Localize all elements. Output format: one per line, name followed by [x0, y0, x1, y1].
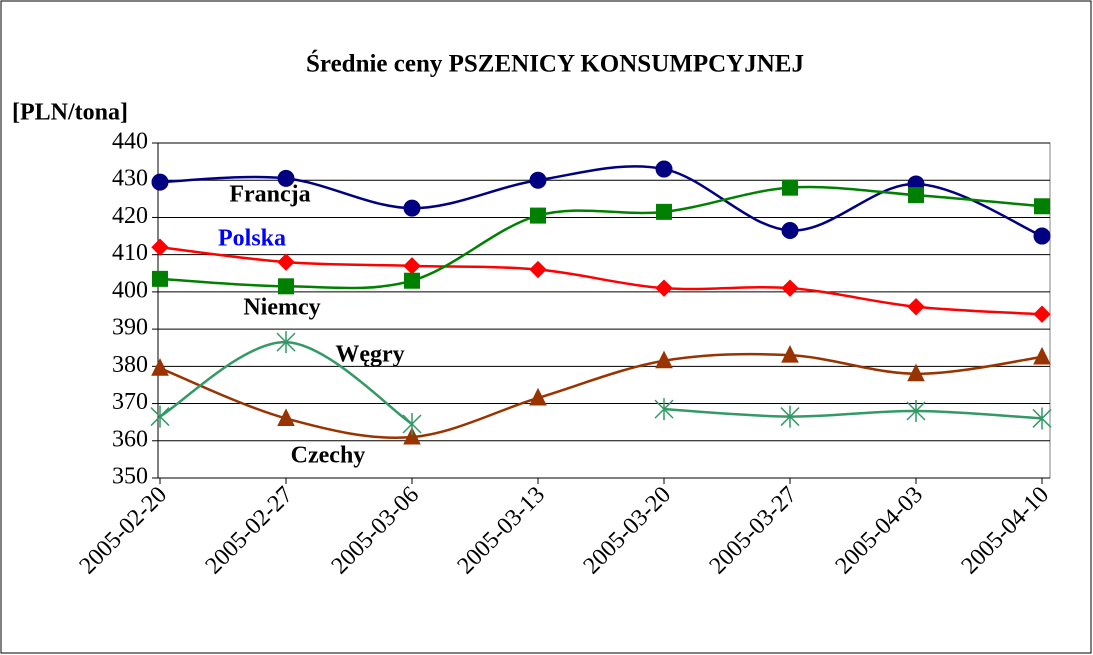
- y-tick-label: 370: [112, 389, 148, 415]
- marker: [277, 253, 295, 271]
- annotation: Francja: [229, 182, 310, 208]
- marker: [403, 199, 421, 217]
- marker: [1033, 305, 1051, 323]
- marker: [530, 207, 546, 224]
- y-axis-label: [PLN/tona]: [12, 100, 128, 126]
- marker: [781, 221, 799, 239]
- series-line: [159, 185, 1043, 290]
- y-tick-label: 380: [112, 352, 148, 378]
- y-tick-label: 440: [112, 129, 148, 155]
- marker: [402, 413, 422, 436]
- marker: [278, 278, 294, 295]
- y-tick-label: 410: [112, 240, 148, 266]
- y-tick-label: 350: [112, 464, 148, 490]
- marker: [152, 270, 168, 287]
- marker: [654, 398, 674, 421]
- plot-area: [157, 142, 1051, 479]
- marker: [780, 405, 800, 428]
- marker: [1033, 346, 1051, 365]
- y-tick-label: 360: [112, 426, 148, 452]
- y-tick-label: 430: [112, 166, 148, 192]
- marker: [529, 171, 547, 189]
- marker: [655, 279, 673, 297]
- marker: [656, 203, 672, 220]
- chart-title: Średnie ceny PSZENICY KONSUMPCYJNEJ: [306, 50, 804, 78]
- marker: [529, 260, 547, 279]
- marker: [276, 331, 296, 354]
- series-line: [159, 245, 1043, 316]
- marker: [277, 169, 295, 187]
- annotation: Niemcy: [243, 295, 320, 321]
- marker: [781, 279, 799, 297]
- series-line: [159, 165, 1043, 238]
- marker: [529, 387, 547, 406]
- marker: [1032, 407, 1052, 430]
- annotation: Czechy: [291, 443, 366, 469]
- annotation: Węgry: [335, 342, 404, 368]
- y-tick-label: 390: [112, 315, 148, 341]
- marker: [404, 272, 420, 289]
- marker: [906, 400, 926, 422]
- marker: [781, 345, 799, 363]
- marker: [907, 298, 925, 316]
- marker: [403, 426, 421, 445]
- marker: [151, 238, 169, 256]
- marker: [151, 358, 169, 376]
- series-line: [159, 352, 1043, 439]
- marker: [655, 160, 673, 178]
- marker: [908, 187, 924, 204]
- annotation: Polska: [218, 226, 286, 252]
- marker: [907, 363, 925, 382]
- marker: [151, 173, 169, 191]
- y-tick-label: 420: [112, 203, 148, 229]
- marker: [782, 179, 798, 196]
- marker: [1033, 227, 1051, 245]
- marker: [1034, 198, 1050, 215]
- y-tick-label: 400: [112, 277, 148, 303]
- marker: [150, 405, 170, 428]
- marker: [277, 408, 295, 426]
- marker: [655, 350, 673, 369]
